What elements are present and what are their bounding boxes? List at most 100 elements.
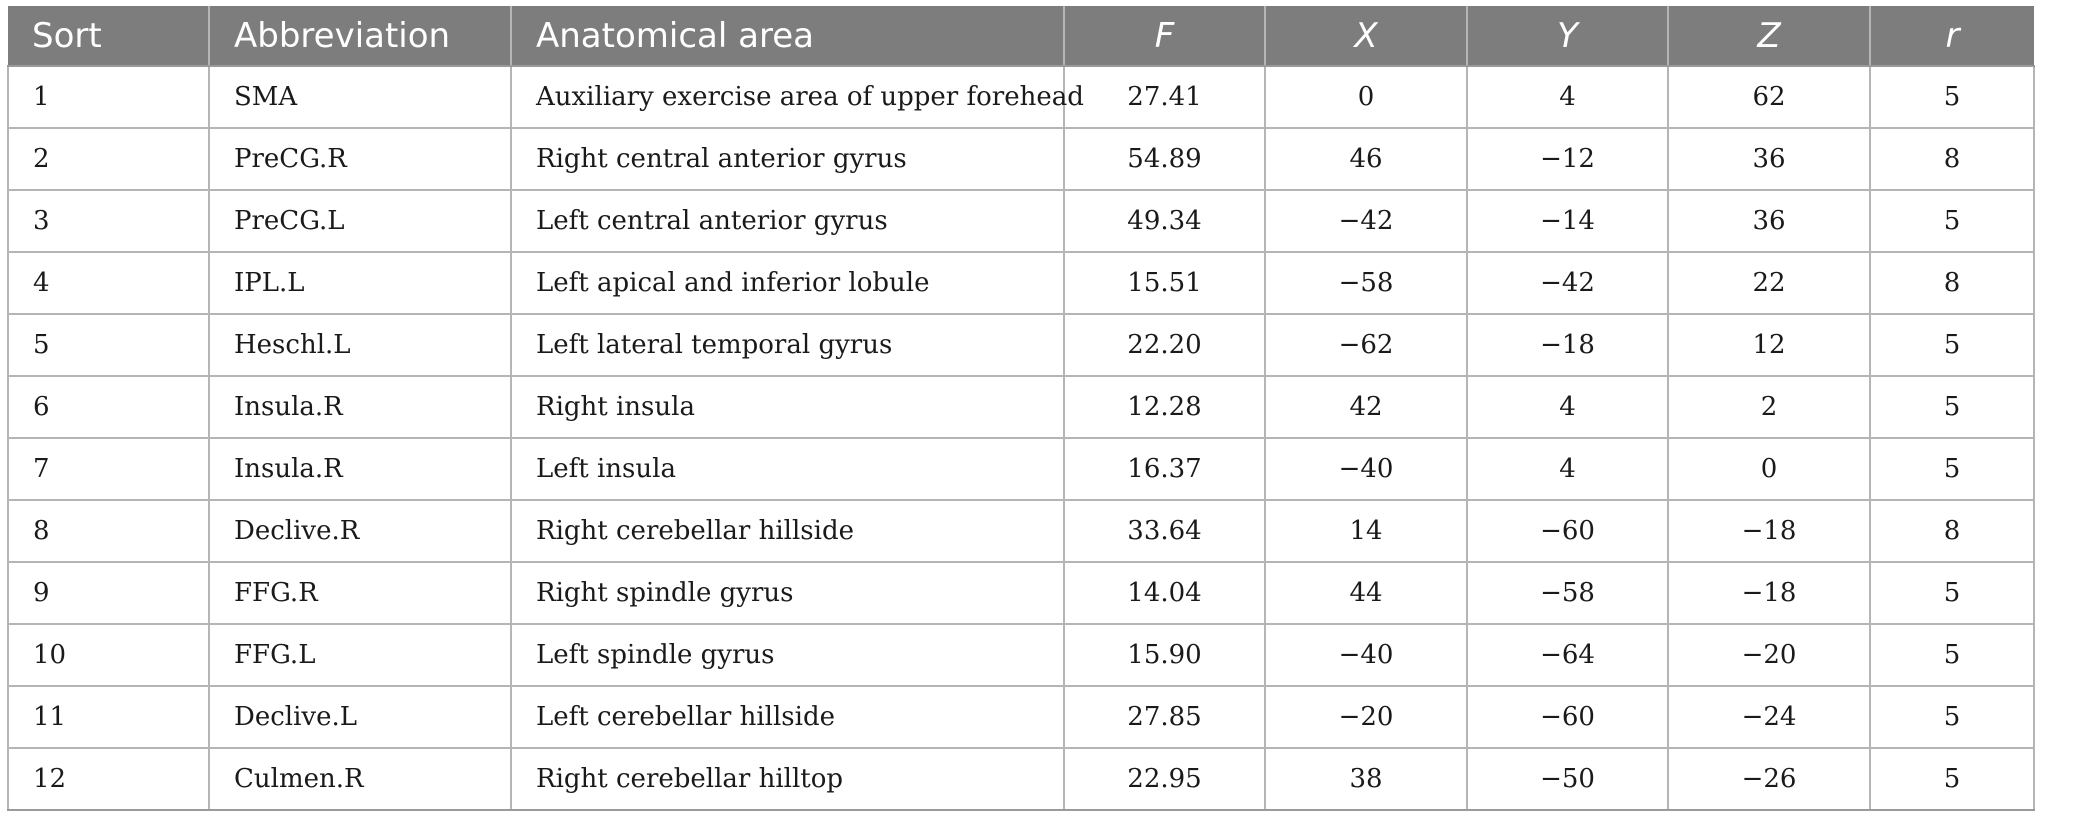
table-row: 8 Declive.R Right cerebellar hillside 33.64… [7,499,2035,563]
cell-z: −20 [1667,623,1871,687]
cell-f: 22.95 [1063,747,1266,811]
cell-x: 38 [1264,747,1468,811]
cell-f: 22.20 [1063,313,1266,377]
table-row: 5 Heschl.L Left lateral temporal gyrus 22.2… [7,313,2035,377]
cell-z: 2 [1667,375,1871,439]
cell-sort: 10 [7,623,210,687]
header-row: Sort Abbreviation Anatomical area F X Y … [8,6,2034,67]
cell-z: 22 [1667,251,1871,315]
cell-r: 5 [1869,189,2035,253]
cell-x: −58 [1264,251,1468,315]
cell-abbreviation: Heschl.L [208,313,512,377]
cell-sort: 2 [7,127,210,191]
table-row: 7 Insula.R Left insula 16.37 −40 4 0 5 [7,437,2035,501]
cell-x: 46 [1264,127,1468,191]
header-abbreviation: Abbreviation [209,6,512,67]
cell-f: 16.37 [1063,437,1266,501]
cell-y: 4 [1466,437,1669,501]
table-row: 10 FFG.L Left spindle gyrus 15.90 −40 −64 −20 5 [7,623,2035,687]
cell-y: −58 [1466,561,1669,625]
cell-z: −24 [1667,685,1871,749]
cell-abbreviation: PreCG.R [208,127,512,191]
cell-y: −60 [1466,499,1669,563]
cell-abbreviation: PreCG.L [208,189,512,253]
cell-r: 5 [1869,313,2035,377]
cell-f: 27.41 [1063,65,1266,129]
cell-x: 14 [1264,499,1468,563]
cell-f: 49.34 [1063,189,1266,253]
cell-f: 15.51 [1063,251,1266,315]
cell-r: 5 [1869,623,2035,687]
table-container: Sort Abbreviation Anatomical area F X Y … [7,6,2035,811]
cell-sort: 8 [7,499,210,563]
cell-anatomical-area: Auxiliary exercise area of upper forehea… [510,65,1084,129]
cell-sort: 5 [7,313,210,377]
cell-z: −26 [1667,747,1871,811]
cell-abbreviation: Declive.R [208,499,512,563]
header-r: r [1870,6,2034,67]
cell-x: 42 [1264,375,1468,439]
cell-z: −18 [1667,499,1871,563]
cell-z: 12 [1667,313,1871,377]
cell-x: 44 [1264,561,1468,625]
table-row: 6 Insula.R Right insula 12.28 42 4 2 5 [7,375,2035,439]
cell-abbreviation: SMA [208,65,512,129]
table-row: 1 SMA Auxiliary exercise area of upper for… [7,65,2035,129]
anatomical-areas-table: Sort Abbreviation Anatomical area F X Y … [7,6,2035,811]
cell-y: 4 [1466,375,1669,439]
cell-abbreviation: IPL.L [208,251,512,315]
cell-x: −42 [1264,189,1468,253]
header-x: X [1265,6,1468,67]
header-z: Z [1668,6,1871,67]
cell-y: −18 [1466,313,1669,377]
header-anatomical-area: Anatomical area [511,6,1065,67]
cell-sort: 1 [7,65,210,129]
cell-f: 27.85 [1063,685,1266,749]
cell-r: 5 [1869,747,2035,811]
cell-abbreviation: Insula.R [208,437,512,501]
cell-x: 0 [1264,65,1468,129]
cell-r: 5 [1869,375,2035,439]
table-row: 9 FFG.R Right spindle gyrus 14.04 44 −58 −18 5 [7,561,2035,625]
cell-y: −50 [1466,747,1669,811]
table-row: 2 PreCG.R Right central anterior gyrus 54.8… [7,127,2035,191]
cell-f: 12.28 [1063,375,1266,439]
cell-sort: 11 [7,685,210,749]
cell-anatomical-area: Right central anterior gyrus [510,127,1065,191]
cell-anatomical-area: Left insula [510,437,1065,501]
cell-sort: 7 [7,437,210,501]
header-f: F [1064,6,1266,67]
cell-y: −12 [1466,127,1669,191]
cell-abbreviation: Insula.R [208,375,512,439]
cell-x: −40 [1264,623,1468,687]
cell-z: 36 [1667,189,1871,253]
cell-y: −42 [1466,251,1669,315]
table-body: 1 SMA Auxiliary exercise area of upper for… [7,65,2035,811]
table-row: 4 IPL.L Left apical and inferior lobule 15.… [7,251,2035,315]
cell-f: 54.89 [1063,127,1266,191]
cell-z: 36 [1667,127,1871,191]
cell-z: −18 [1667,561,1871,625]
cell-x: −20 [1264,685,1468,749]
cell-sort: 6 [7,375,210,439]
header-y: Y [1467,6,1669,67]
table-row: 3 PreCG.L Left central anterior gyrus 49.34… [7,189,2035,253]
cell-r: 8 [1869,499,2035,563]
cell-sort: 3 [7,189,210,253]
table-row: 11 Declive.L Left cerebellar hillside 27.85… [7,685,2035,749]
cell-sort: 4 [7,251,210,315]
cell-anatomical-area: Left central anterior gyrus [510,189,1065,253]
cell-anatomical-area: Left cerebellar hillside [510,685,1065,749]
cell-z: 62 [1667,65,1871,129]
header-sort: Sort [8,6,210,67]
cell-anatomical-area: Right spindle gyrus [510,561,1065,625]
cell-anatomical-area: Left apical and inferior lobule [510,251,1065,315]
cell-f: 33.64 [1063,499,1266,563]
cell-abbreviation: Declive.L [208,685,512,749]
cell-r: 8 [1869,127,2035,191]
cell-sort: 12 [7,747,210,811]
cell-r: 5 [1869,65,2035,129]
cell-anatomical-area: Right cerebellar hillside [510,499,1065,563]
cell-r: 5 [1869,437,2035,501]
cell-f: 14.04 [1063,561,1266,625]
